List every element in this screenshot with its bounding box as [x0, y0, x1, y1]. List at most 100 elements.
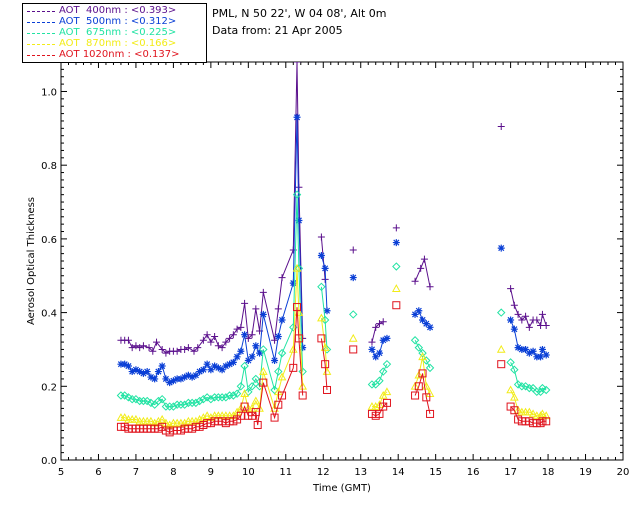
data-point — [158, 345, 166, 353]
data-point — [270, 385, 279, 395]
data-point — [251, 408, 260, 417]
data-point — [202, 411, 212, 420]
data-point — [270, 413, 279, 422]
data-point — [259, 345, 268, 354]
x-tick-label: 16 — [467, 467, 480, 478]
data-point — [415, 307, 423, 315]
data-point — [233, 353, 241, 361]
data-point — [146, 398, 156, 408]
data-point — [116, 391, 126, 400]
data-point — [293, 62, 301, 66]
data-point — [411, 310, 419, 318]
series-line — [120, 307, 304, 433]
data-point — [199, 366, 207, 374]
data-point — [131, 394, 141, 404]
data-point — [538, 310, 546, 318]
series-line — [120, 117, 304, 384]
data-point — [211, 362, 219, 370]
series-line — [414, 257, 431, 287]
data-point — [222, 338, 230, 346]
data-point — [278, 391, 287, 400]
series-aot-675nm — [116, 190, 551, 411]
x-tick-label: 14 — [392, 467, 405, 478]
data-point — [368, 345, 376, 353]
data-point — [233, 325, 241, 333]
series-line — [320, 236, 326, 280]
data-point — [251, 374, 261, 384]
data-point — [414, 370, 424, 379]
data-point — [414, 343, 424, 352]
data-point — [420, 255, 428, 263]
data-point — [298, 367, 307, 376]
legend-swatch — [27, 44, 55, 45]
legend-item-500nm: AOT 500nm : <0.312> — [23, 16, 206, 28]
data-point — [542, 321, 550, 329]
data-point — [229, 391, 238, 400]
data-point — [538, 409, 547, 418]
data-point — [181, 345, 189, 353]
data-point — [173, 347, 181, 355]
data-point — [294, 334, 303, 343]
y-tick-label: 1.0 — [41, 87, 57, 98]
data-point — [149, 347, 157, 355]
data-point — [518, 345, 526, 353]
data-point — [143, 368, 151, 376]
data-date: Data from: 21 Apr 2005 — [212, 24, 343, 37]
data-point — [195, 396, 204, 406]
data-point — [510, 301, 518, 309]
data-point — [294, 264, 304, 273]
data-point — [320, 343, 330, 351]
data-point — [411, 277, 419, 285]
data-point — [293, 303, 302, 312]
data-point — [522, 312, 530, 320]
data-point — [518, 316, 526, 324]
data-point — [211, 333, 219, 341]
data-point — [252, 342, 260, 350]
data-point — [368, 338, 376, 346]
data-point — [226, 360, 234, 368]
series-line — [510, 288, 547, 329]
data-point — [274, 333, 282, 341]
data-point — [151, 375, 159, 383]
legend-swatch — [27, 11, 55, 12]
legend-label: AOT 1020nm : <0.137> — [59, 49, 180, 60]
data-point — [321, 360, 330, 369]
data-point — [383, 334, 391, 342]
data-point — [536, 419, 545, 428]
data-point — [382, 359, 392, 369]
data-point — [165, 402, 174, 411]
y-tick-label: 0.2 — [41, 382, 57, 393]
data-point — [251, 396, 261, 405]
data-point — [536, 411, 545, 420]
data-point — [241, 331, 249, 339]
data-point — [375, 349, 383, 357]
data-point — [295, 216, 303, 224]
data-point — [507, 285, 515, 293]
axis-ticks: 5 6 7 8 9 10 11 12 13 14 15 16 17 18 19 20 0.0 0.2 0.4 0.6 0… — [41, 62, 629, 478]
data-point — [244, 357, 252, 364]
legend-swatch — [27, 33, 55, 34]
data-point — [128, 368, 136, 376]
data-point — [139, 342, 147, 350]
x-tick-label: 19 — [579, 467, 592, 478]
data-point — [241, 299, 249, 307]
data-point — [514, 344, 522, 352]
data-point — [120, 413, 130, 421]
data-point — [154, 368, 162, 376]
data-point — [426, 323, 434, 331]
data-point — [176, 400, 186, 409]
data-point — [349, 246, 357, 254]
x-tick-label: 15 — [429, 467, 442, 478]
data-point — [375, 376, 384, 385]
data-point — [372, 323, 380, 331]
data-point — [194, 344, 202, 352]
data-point — [391, 284, 401, 292]
data-point — [278, 316, 286, 324]
data-point — [184, 344, 192, 352]
data-point — [184, 371, 192, 379]
data-point — [142, 396, 152, 406]
data-point — [274, 400, 283, 409]
series-line — [320, 255, 328, 311]
data-point — [414, 382, 423, 391]
legend: AOT 400nm : <0.393> AOT 500nm : <0.312> … — [22, 3, 207, 63]
